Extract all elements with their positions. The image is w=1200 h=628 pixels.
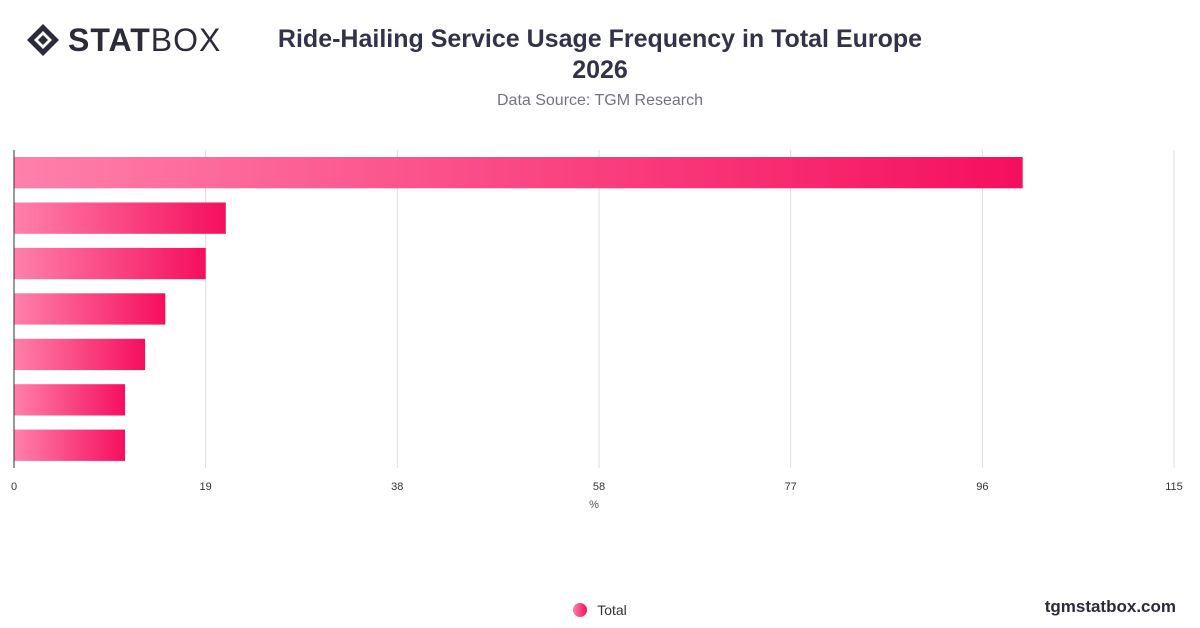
x-tick-label: 38 bbox=[391, 481, 403, 493]
logo-wordmark: STATBOX bbox=[68, 22, 222, 58]
x-tick-label: 19 bbox=[200, 481, 212, 493]
gridlines bbox=[205, 150, 1175, 468]
x-tick-label: 58 bbox=[593, 481, 605, 493]
x-tick-label: 77 bbox=[785, 481, 797, 493]
chart-title-line2: 2026 bbox=[572, 56, 628, 84]
bar[interactable] bbox=[14, 157, 1023, 189]
x-axis-label: % bbox=[589, 499, 599, 511]
bar[interactable] bbox=[14, 202, 226, 234]
chart-subtitle: Data Source: TGM Research bbox=[496, 92, 703, 109]
legend[interactable]: Total bbox=[540, 602, 660, 618]
chart-title: Ride-Hailing Service Usage Frequency in … bbox=[240, 24, 960, 86]
x-tick-label: 0 bbox=[11, 481, 17, 493]
bar[interactable] bbox=[14, 293, 166, 325]
bar[interactable] bbox=[14, 247, 206, 280]
tick-labels: 0 19 38 58 77 96 115% bbox=[11, 481, 1183, 511]
statbox-diamond-icon bbox=[27, 24, 59, 56]
bar[interactable] bbox=[14, 338, 146, 371]
bar-chart: 0 19 38 58 77 96 115% bbox=[11, 150, 1183, 511]
x-tick-label: 115 bbox=[1165, 481, 1183, 493]
bars bbox=[14, 157, 1023, 461]
bar[interactable] bbox=[14, 429, 125, 461]
website-label[interactable]: tgmstatbox.com bbox=[1044, 597, 1176, 616]
chart-title-line1: Ride-Hailing Service Usage Frequency in … bbox=[277, 25, 923, 53]
legend-swatch bbox=[573, 603, 588, 617]
bar[interactable] bbox=[14, 384, 125, 416]
legend-label-total: Total bbox=[597, 602, 627, 618]
statbox-logo: STATBOX bbox=[26, 22, 221, 58]
x-tick-label: 96 bbox=[976, 481, 988, 493]
